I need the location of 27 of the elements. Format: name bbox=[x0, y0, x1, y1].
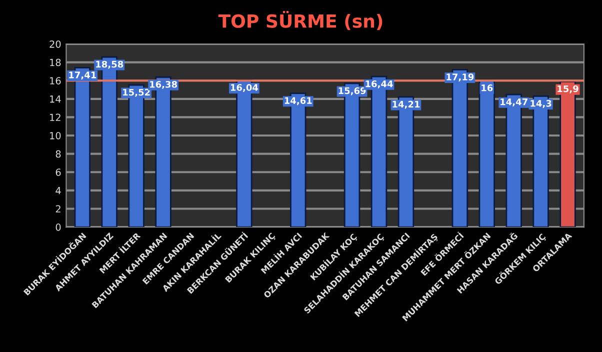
data-label: 16,38 bbox=[150, 80, 178, 89]
y-tick-label: 4 bbox=[56, 187, 61, 194]
y-tick-label: 2 bbox=[56, 205, 60, 212]
data-label: 15,69 bbox=[338, 87, 366, 96]
y-tick-label: 10 bbox=[50, 132, 61, 140]
y-tick-label: 16 bbox=[50, 77, 61, 84]
data-label: 16,04 bbox=[230, 84, 258, 92]
data-label: 14,3 bbox=[530, 100, 552, 108]
data-label: 18,58 bbox=[96, 60, 124, 69]
chart-title: TOP SÜRME (sn) bbox=[218, 10, 382, 30]
data-label: 14,61 bbox=[284, 97, 312, 106]
y-tick-label: 18 bbox=[50, 58, 61, 66]
y-tick-label: 20 bbox=[50, 40, 61, 48]
data-label: 16,44 bbox=[366, 80, 393, 88]
data-label: 15,9 bbox=[558, 85, 578, 94]
data-label: 17,19 bbox=[446, 74, 474, 82]
y-tick-label: 12 bbox=[50, 114, 60, 121]
data-label: 16 bbox=[482, 84, 493, 92]
y-tick-label: 8 bbox=[56, 150, 61, 158]
y-tick-label: 14 bbox=[50, 96, 61, 103]
data-label: 15,52 bbox=[123, 88, 150, 97]
bar bbox=[478, 80, 495, 228]
data-label: 17,41 bbox=[69, 72, 96, 80]
y-tick-label: 0 bbox=[56, 224, 61, 231]
data-label: 14,47 bbox=[500, 98, 528, 106]
y-tick-label: 6 bbox=[56, 168, 61, 176]
data-label: 14,21 bbox=[392, 100, 420, 109]
